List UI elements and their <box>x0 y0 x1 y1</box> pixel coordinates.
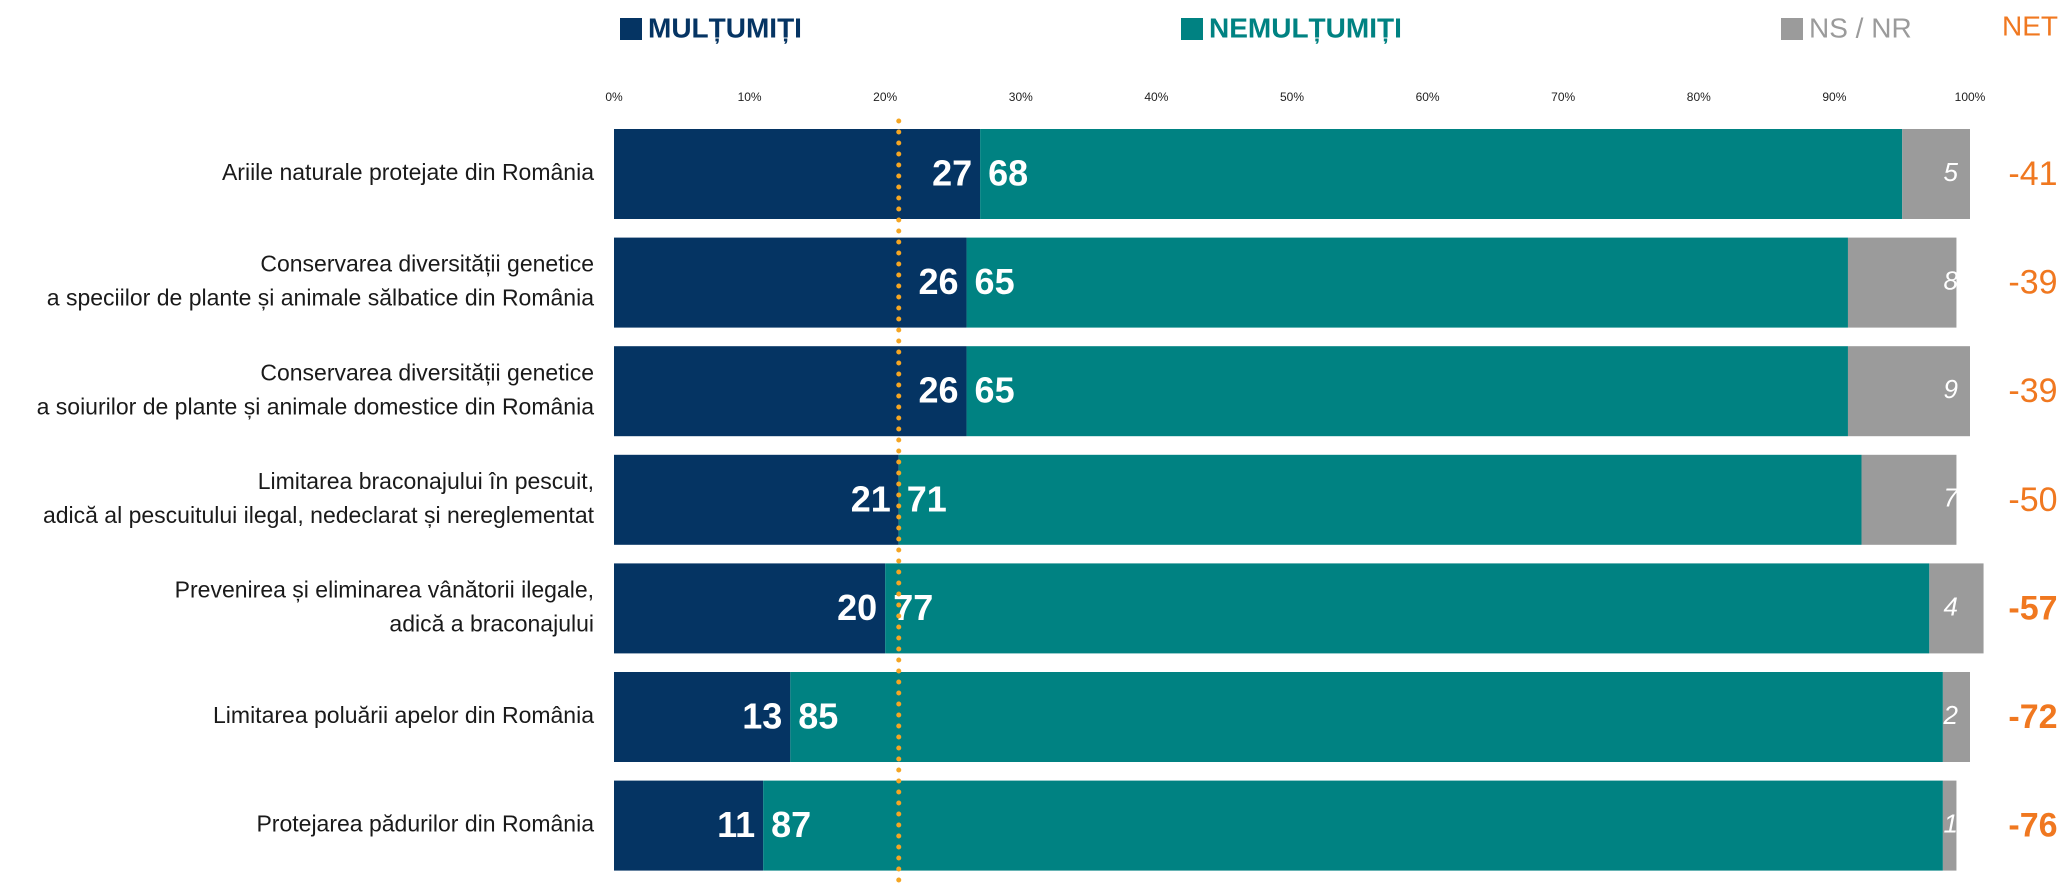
x-tick-label: 30% <box>1009 90 1033 104</box>
category-label: Conservarea diversității genetice <box>260 251 594 277</box>
data-label: 85 <box>798 696 838 737</box>
data-label: 2 <box>1943 700 1959 730</box>
bar-segment <box>614 454 899 545</box>
data-label: 68 <box>988 153 1028 194</box>
data-label: 27 <box>932 153 972 194</box>
category-label: Protejarea pădurilor din România <box>256 811 594 837</box>
data-label: 7 <box>1944 483 1960 513</box>
data-label: 65 <box>975 370 1015 411</box>
bar-segment <box>980 129 1903 219</box>
net-value: -41 <box>2008 155 2057 193</box>
legend-swatch <box>620 18 642 40</box>
bar-segment <box>790 672 1943 762</box>
bar-segment <box>966 237 1848 328</box>
data-label: 87 <box>771 804 811 845</box>
data-label: 26 <box>919 261 959 302</box>
bar-segment <box>614 672 791 762</box>
bar-segment <box>1942 780 1957 871</box>
data-label: 8 <box>1944 265 1959 295</box>
bar-segment <box>614 563 886 654</box>
data-label: 26 <box>919 370 959 411</box>
legend-swatch <box>1781 18 1803 40</box>
x-tick-label: 0% <box>605 90 623 104</box>
x-tick-label: 80% <box>1687 90 1711 104</box>
data-label: 21 <box>851 478 891 519</box>
x-tick-label: 10% <box>738 90 762 104</box>
x-tick-label: 90% <box>1822 90 1846 104</box>
data-label: 5 <box>1944 157 1959 187</box>
bar-segment <box>1847 346 1970 437</box>
bar-segment <box>1942 672 1970 762</box>
category-label: a soiurilor de plante și animale domesti… <box>37 393 595 419</box>
bar-segment <box>898 454 1862 545</box>
data-label: 13 <box>742 696 782 737</box>
net-value: -39 <box>2008 372 2057 410</box>
category-label: Conservarea diversității genetice <box>260 359 594 385</box>
net-value: -50 <box>2008 481 2057 519</box>
bar-segment <box>1847 237 1957 328</box>
net-value: -72 <box>2008 698 2057 736</box>
bar-segment <box>885 563 1930 654</box>
category-label: Limitarea braconajului în pescuit, <box>258 468 594 494</box>
data-label: 4 <box>1944 591 1958 621</box>
category-label: adică a braconajului <box>389 610 594 636</box>
bar-segment <box>1861 454 1957 545</box>
category-label: a speciilor de plante și animale sălbati… <box>47 285 594 311</box>
legend-label: NS / NR <box>1809 12 1912 43</box>
net-value: -39 <box>2008 264 2057 302</box>
x-tick-label: 40% <box>1144 90 1168 104</box>
legend-label: NEMULȚUMIȚI <box>1209 12 1402 43</box>
net-value: -76 <box>2008 807 2057 845</box>
bar-segment <box>614 346 967 437</box>
category-label: adică al pescuitului ilegal, nedeclarat … <box>43 502 595 528</box>
x-tick-label: 60% <box>1416 90 1440 104</box>
data-label: 11 <box>717 804 755 845</box>
bar-segment <box>614 237 967 328</box>
bar-segment <box>763 780 1943 871</box>
x-tick-label: 20% <box>873 90 897 104</box>
category-label: Prevenirea și eliminarea vânătorii ilega… <box>175 576 594 602</box>
x-tick-label: 70% <box>1551 90 1575 104</box>
legend-swatch <box>1181 18 1203 40</box>
category-label: Ariile naturale protejate din România <box>222 159 594 185</box>
data-label: 71 <box>907 478 947 519</box>
data-label: 1 <box>1944 808 1958 838</box>
net-value: -57 <box>2008 589 2057 627</box>
x-tick-label: 100% <box>1955 90 1986 104</box>
bar-segment <box>1929 563 1984 654</box>
legend-label: MULȚUMIȚI <box>648 12 802 43</box>
x-tick-label: 50% <box>1280 90 1304 104</box>
bar-segment <box>966 346 1848 437</box>
data-label: 20 <box>837 587 877 628</box>
bar-segment <box>614 780 764 871</box>
net-title: NET <box>2002 10 2058 41</box>
data-label: 9 <box>1944 374 1958 404</box>
bar-segment <box>614 129 981 219</box>
data-label: 65 <box>975 261 1015 302</box>
bar-segment <box>1902 129 1970 219</box>
category-label: Limitarea poluării apelor din România <box>213 702 594 728</box>
